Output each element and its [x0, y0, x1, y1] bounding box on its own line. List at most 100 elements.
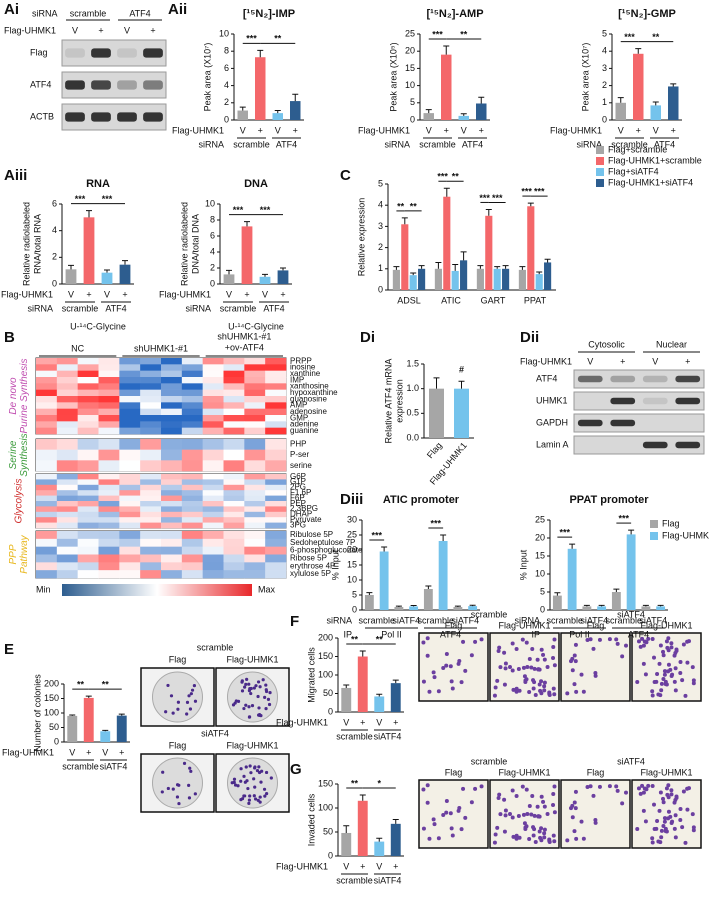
heatmap-cell: [161, 474, 183, 480]
image-cell: [638, 644, 643, 649]
color-scale: [62, 584, 252, 596]
y-tick-label: 2: [210, 262, 215, 272]
heatmap-cell: [181, 517, 203, 523]
error-bar: [418, 265, 425, 269]
heatmap-cell: [140, 554, 162, 563]
image-cell: [552, 784, 557, 789]
heatmap-cell: [161, 377, 183, 384]
heatmap-cell: [161, 402, 183, 409]
image-cell: [532, 813, 537, 818]
heatmap-cell: [265, 517, 287, 523]
image-cell: [536, 667, 541, 672]
image-cell: [530, 646, 535, 651]
heatmap-cell: [223, 460, 245, 472]
heatmap-cell: [202, 383, 224, 390]
image-cell: [517, 688, 522, 693]
image-cell: [657, 808, 662, 813]
blot-row: Lamin A: [536, 439, 569, 449]
legend-label: Flag-UHMK1: [662, 530, 709, 540]
image-spot: [171, 787, 175, 791]
image-cell: [527, 804, 532, 809]
heatmap-cell: [119, 479, 141, 486]
heatmap-cell: [56, 531, 78, 540]
legend-label: Flag+siATF4: [608, 166, 659, 176]
error-bar: [583, 604, 590, 607]
image-cell: [641, 643, 646, 648]
image-cell: [538, 835, 543, 840]
heatmap-cell: [119, 408, 141, 416]
panel-label: G: [290, 761, 302, 778]
heatmap-cell: [244, 495, 266, 502]
image-cell: [473, 786, 478, 791]
image-spot: [232, 777, 237, 781]
heatmap-cell: [161, 427, 183, 435]
image-cell: [421, 679, 426, 684]
image-cell: [581, 689, 586, 694]
fraction-label: Nuclear: [656, 339, 687, 349]
heatmap-cell: [119, 522, 141, 529]
image-spot: [189, 769, 193, 773]
image-cell: [510, 788, 515, 793]
heatmap-cell: [223, 389, 245, 397]
row-label: Flag-UHMK1: [2, 747, 54, 757]
heatmap-cell: [140, 495, 162, 502]
heatmap-cell: [56, 439, 78, 450]
heatmap-cell: [119, 546, 141, 555]
heatmap-cell: [98, 554, 120, 563]
significance-label: ***: [492, 193, 503, 203]
image-spot: [240, 689, 245, 693]
image-spot: [244, 703, 248, 707]
y-tick-label: 10: [347, 574, 357, 584]
heatmap-cell: [56, 562, 78, 571]
heatmap-cell: [244, 562, 266, 571]
heatmap-cell: [202, 506, 224, 513]
row-item: scramble: [417, 615, 454, 625]
heatmap-cell: [77, 570, 99, 579]
y-tick-label: 15: [535, 550, 545, 560]
dish: [152, 757, 203, 809]
x-tick-label: ATIC: [441, 295, 461, 305]
image-cell: [507, 812, 512, 817]
image-cell: [650, 840, 655, 845]
error-bar: [343, 825, 350, 833]
image-cell: [457, 805, 462, 810]
heatmap-cell: [119, 460, 141, 472]
heatmap-cell: [265, 570, 287, 579]
image-cell: [572, 829, 577, 834]
heatmap-cell: [161, 538, 183, 547]
heatmap-cell: [223, 490, 245, 496]
heatmap-cell: [202, 522, 224, 529]
blot-band: [91, 112, 111, 122]
significance-label: ***: [75, 194, 86, 204]
blot-band: [65, 80, 85, 90]
heatmap-cell: [140, 460, 162, 472]
image-cell: [552, 637, 557, 642]
image-cell: [425, 783, 430, 788]
blot-row: ACTB: [30, 111, 54, 121]
legend-swatch: [596, 179, 604, 187]
heatmap-cell: [202, 484, 224, 491]
bar: [650, 105, 661, 120]
bar: [83, 217, 95, 284]
image-cell: [552, 839, 557, 844]
heatmap-cell: [56, 358, 78, 365]
image-cell: [436, 689, 441, 694]
image-label: Flag-UHMK1: [640, 620, 692, 630]
bar: [443, 196, 451, 290]
heatmap-cell: [140, 389, 162, 397]
significance-label: ***: [233, 205, 244, 215]
lane: V: [587, 356, 593, 366]
image-spot: [258, 685, 262, 689]
heatmap-cell: [56, 474, 78, 480]
heatmap-row-label: Ribose 5P: [290, 554, 327, 563]
image-cell: [669, 792, 674, 797]
image-spot: [253, 797, 258, 801]
heatmap-row-label: Pyruvate: [290, 515, 322, 524]
lane: +: [150, 25, 155, 35]
bar: [544, 262, 552, 290]
y-tick-label: 10: [219, 28, 229, 38]
blot-row: Flag: [30, 47, 48, 57]
image-cell: [669, 641, 674, 646]
heatmap-cell: [36, 511, 58, 518]
heatmap-row-label: 2,3BPG: [290, 504, 318, 513]
